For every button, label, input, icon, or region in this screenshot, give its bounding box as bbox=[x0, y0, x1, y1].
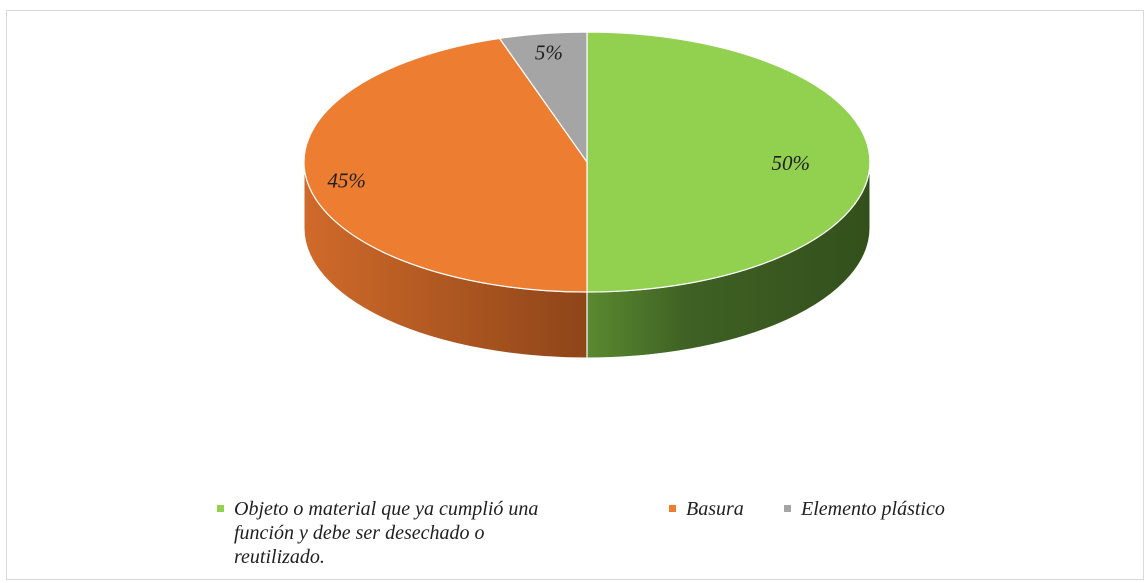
legend-label-basura: Basura bbox=[686, 498, 744, 520]
legend-label-objeto-line1: Objeto o material que ya cumplió una bbox=[234, 498, 539, 520]
chart-area: 50% 45% 5% Objeto o material que ya cumpli… bbox=[6, 10, 1144, 580]
legend-item-objeto: Objeto o material que ya cumplió una fun… bbox=[217, 497, 597, 569]
pie-slice-1 bbox=[303, 37, 588, 293]
legend-item-basura: Basura bbox=[669, 497, 819, 521]
pie-chart: 50% 45% 5% bbox=[303, 31, 871, 359]
pie-slice-0 bbox=[586, 31, 871, 293]
legend-label-objeto-line2: función y debe ser desechado o bbox=[234, 522, 485, 544]
data-label-1: 45% bbox=[327, 168, 366, 192]
data-label-2: 5% bbox=[535, 41, 563, 65]
pie-slice-2 bbox=[498, 31, 588, 164]
legend: Objeto o material que ya cumplió una fun… bbox=[217, 497, 1117, 583]
legend-label-objeto-line3: reutilizado. bbox=[234, 546, 325, 568]
data-label-0: 50% bbox=[772, 151, 811, 175]
pie-tops bbox=[303, 31, 871, 293]
legend-label-elemento-plastico: Elemento plástico bbox=[801, 498, 945, 520]
legend-swatch-basura bbox=[669, 505, 676, 512]
pie-data-labels: 50% 45% 5% bbox=[327, 41, 810, 193]
legend-swatch-objeto bbox=[217, 505, 224, 512]
legend-item-elemento-plastico: Elemento plástico bbox=[784, 497, 1084, 521]
legend-swatch-elemento-plastico bbox=[784, 505, 791, 512]
